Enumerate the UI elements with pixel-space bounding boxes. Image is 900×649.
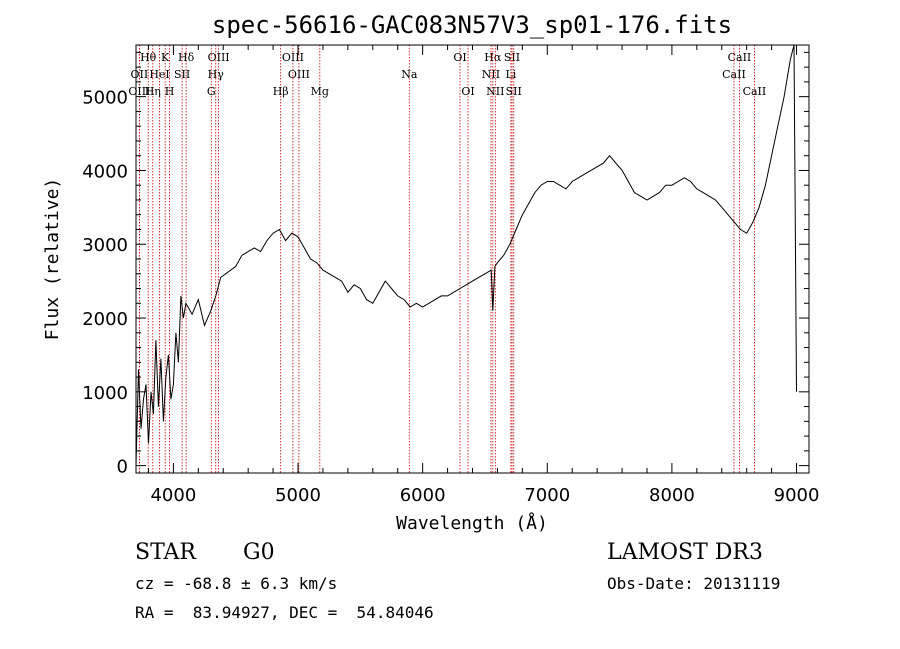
y-axis-ticks: 0 1000 2000 3000 4000 5000 xyxy=(82,51,809,478)
y-tick-label-4: 4000 xyxy=(82,161,128,182)
line-markers: Hθ OII OIII HeI Hη K H SII Hδ OIII Hγ G OIII OIII Hβ Mg… xyxy=(128,45,766,473)
line-marker-label-22: SII xyxy=(504,51,520,64)
observation-date: Obs-Date: 20131119 xyxy=(607,574,781,593)
line-marker-label-14: Hβ xyxy=(273,85,289,98)
line-marker-label-10: Hγ xyxy=(208,68,225,81)
line-marker-label-6: H xyxy=(165,85,175,98)
x-tick-label-4: 8000 xyxy=(649,485,695,506)
line-marker-label-21: NII xyxy=(486,85,504,98)
y-axis-label: Flux (relative) xyxy=(42,178,63,341)
x-axis-ticks: 4000 5000 6000 7000 8000 9000 xyxy=(147,45,820,506)
plot-frame xyxy=(135,44,810,474)
line-marker-label-24: SII xyxy=(506,85,522,98)
y-tick-label-3: 3000 xyxy=(82,235,128,256)
line-marker-label-3: HeI xyxy=(149,68,169,81)
line-marker-label-12: OIII xyxy=(282,51,304,64)
x-tick-label-1: 5000 xyxy=(275,485,321,506)
x-tick-label-3: 7000 xyxy=(524,485,570,506)
object-subclass: G0 xyxy=(243,540,275,565)
line-marker-label-1: OII xyxy=(131,68,149,81)
line-marker-label-27: CaII xyxy=(743,85,767,98)
line-marker-label-25: CaII xyxy=(728,51,752,64)
line-marker-label-0: Hθ xyxy=(140,51,157,64)
coordinates: RA = 83.94927, DEC = 54.84046 xyxy=(135,603,434,622)
x-tick-label-5: 9000 xyxy=(774,485,820,506)
line-marker-label-4: Hη xyxy=(145,85,161,98)
chart-title: spec-56616-GAC083N57V3_sp01-176.fits xyxy=(212,11,732,39)
line-marker-label-16: Na xyxy=(401,68,418,81)
line-marker-label-9: OIII xyxy=(208,51,230,64)
line-marker-label-2: OIII xyxy=(128,85,150,98)
y-tick-label-0: 0 xyxy=(117,457,128,478)
spectrum-line xyxy=(135,44,797,466)
line-marker-label-19: Hα xyxy=(484,51,502,64)
survey-name: LAMOST DR3 xyxy=(607,540,763,565)
object-class: STAR xyxy=(135,540,196,565)
y-tick-label-1: 1000 xyxy=(82,383,128,404)
line-marker-label-26: CaII xyxy=(722,68,746,81)
line-marker-label-18: OI xyxy=(461,85,474,98)
y-tick-label-5: 5000 xyxy=(82,88,128,109)
line-marker-label-17: OI xyxy=(453,51,466,64)
spectrum-series xyxy=(135,44,797,466)
x-tick-label-0: 4000 xyxy=(150,485,196,506)
plot-axes xyxy=(135,44,810,474)
line-marker-label-15: Mg xyxy=(311,85,329,98)
line-marker-label-5: K xyxy=(161,51,170,64)
redshift-velocity: cz = -68.8 ± 6.3 km/s xyxy=(135,574,338,593)
line-marker-label-11: G xyxy=(207,85,216,98)
x-axis-label: Wavelength (Å) xyxy=(396,512,548,534)
y-tick-label-2: 2000 xyxy=(82,309,128,330)
x-tick-label-2: 6000 xyxy=(400,485,446,506)
line-marker-label-8: Hδ xyxy=(178,51,195,64)
line-marker-label-20: NII xyxy=(482,68,500,81)
line-marker-label-23: Li xyxy=(505,68,516,81)
line-marker-label-7: SII xyxy=(174,68,190,81)
line-marker-label-13: OIII xyxy=(288,68,310,81)
